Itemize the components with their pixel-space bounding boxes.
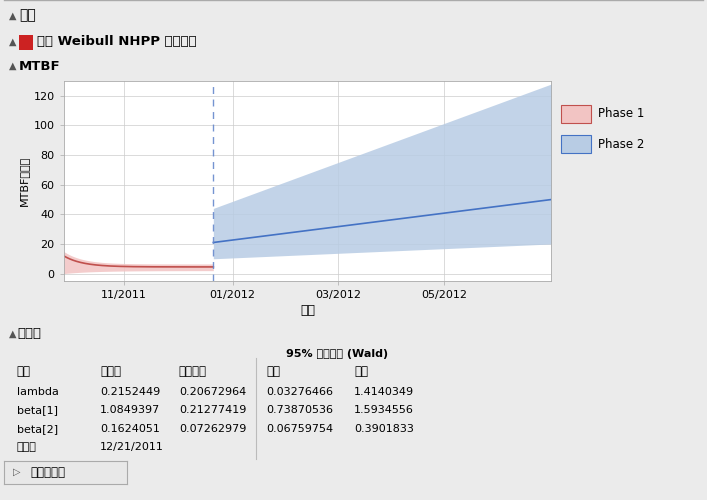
Text: 0.73870536: 0.73870536	[267, 406, 334, 415]
Y-axis label: MTBF（天）: MTBF（天）	[19, 156, 29, 206]
Text: Phase 1: Phase 1	[598, 107, 644, 120]
Text: 上限: 上限	[354, 365, 368, 378]
Text: 0.1624051: 0.1624051	[100, 424, 160, 434]
FancyBboxPatch shape	[561, 104, 591, 122]
Text: ▲: ▲	[9, 37, 17, 47]
Text: lambda: lambda	[17, 387, 59, 397]
Text: 参数: 参数	[17, 365, 30, 378]
Text: 0.2152449: 0.2152449	[100, 387, 160, 397]
Text: 转变点: 转变点	[17, 442, 37, 452]
Text: 0.21277419: 0.21277419	[179, 406, 246, 415]
Text: 标准误差: 标准误差	[179, 365, 207, 378]
Text: ▲: ▲	[8, 328, 16, 338]
Text: beta[1]: beta[1]	[17, 406, 58, 415]
Text: 12/21/2011: 12/21/2011	[100, 442, 164, 452]
Text: 1.4140349: 1.4140349	[354, 387, 414, 397]
Text: 估计值: 估计值	[100, 365, 121, 378]
Text: 0.06759754: 0.06759754	[267, 424, 334, 434]
Text: 模型: 模型	[19, 8, 35, 22]
Text: 95% 置信区间 (Wald): 95% 置信区间 (Wald)	[286, 349, 387, 359]
Text: ▷: ▷	[13, 468, 21, 477]
Text: 分段 Weibull NHPP 变点检测: 分段 Weibull NHPP 变点检测	[37, 35, 197, 48]
Text: MTBF: MTBF	[19, 60, 61, 72]
FancyBboxPatch shape	[19, 34, 33, 50]
Text: ▲: ▲	[9, 11, 17, 21]
FancyBboxPatch shape	[561, 136, 591, 154]
Text: 下限: 下限	[267, 365, 281, 378]
Text: Phase 2: Phase 2	[598, 138, 644, 151]
Text: 0.3901833: 0.3901833	[354, 424, 414, 434]
Text: 估计値: 估计値	[18, 327, 42, 340]
Text: 协方差矩阵: 协方差矩阵	[31, 466, 66, 479]
Text: 1.0849397: 1.0849397	[100, 406, 160, 415]
Text: ▲: ▲	[9, 61, 17, 71]
Text: 0.07262979: 0.07262979	[179, 424, 246, 434]
Text: 1.5934556: 1.5934556	[354, 406, 414, 415]
X-axis label: 日期: 日期	[300, 304, 315, 317]
Text: 0.03276466: 0.03276466	[267, 387, 334, 397]
Text: 0.20672964: 0.20672964	[179, 387, 246, 397]
Text: beta[2]: beta[2]	[17, 424, 58, 434]
